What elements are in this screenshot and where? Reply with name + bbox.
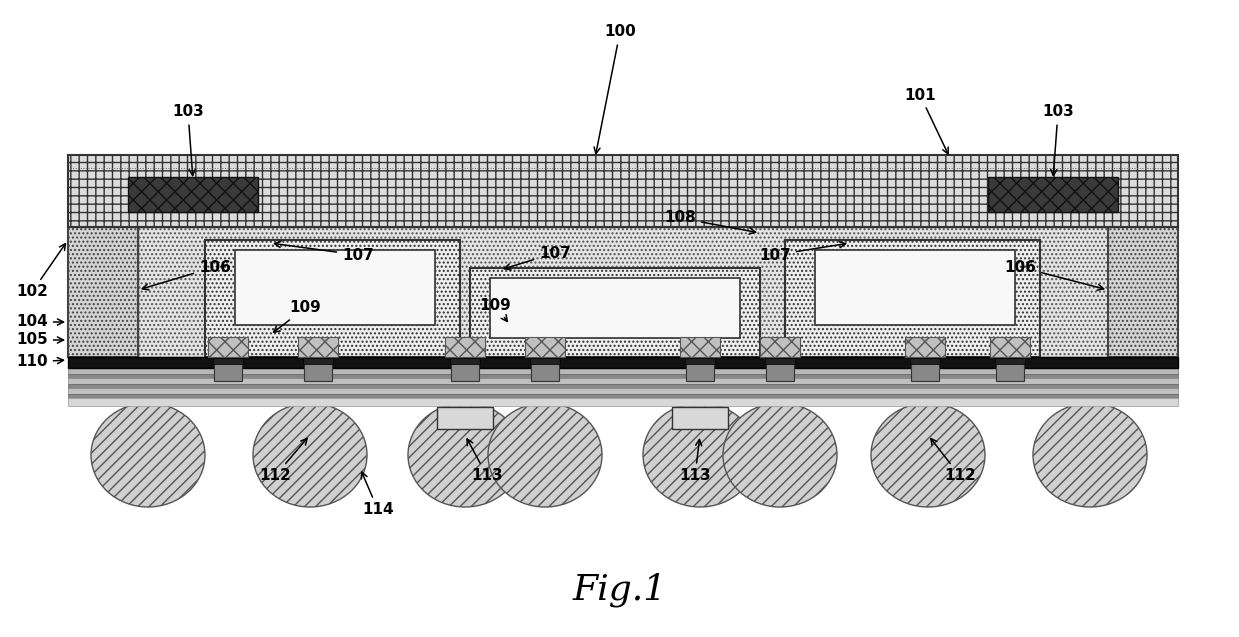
Text: 101: 101 <box>904 87 948 154</box>
Bar <box>68 357 1178 368</box>
Text: 112: 112 <box>259 438 307 483</box>
Bar <box>204 240 460 357</box>
Bar <box>760 337 800 357</box>
Ellipse shape <box>408 403 522 507</box>
Text: 100: 100 <box>593 24 636 154</box>
Ellipse shape <box>724 403 838 507</box>
Bar <box>138 227 1108 357</box>
Text: 104: 104 <box>16 315 63 329</box>
Text: Fig.1: Fig.1 <box>572 573 667 607</box>
Bar <box>996 363 1023 381</box>
Bar <box>213 358 243 364</box>
Bar <box>766 363 794 381</box>
Bar <box>208 337 248 357</box>
Bar <box>995 358 1025 364</box>
Bar <box>489 278 740 338</box>
Text: 110: 110 <box>16 355 63 369</box>
Bar <box>445 337 484 357</box>
Text: 107: 107 <box>504 245 571 270</box>
Bar <box>68 378 1178 384</box>
Text: 113: 113 <box>467 439 503 483</box>
Bar <box>299 337 338 357</box>
Bar <box>1108 227 1178 357</box>
Bar <box>68 384 1178 388</box>
Text: 103: 103 <box>1042 104 1074 176</box>
Bar <box>909 358 940 364</box>
Bar <box>451 363 479 381</box>
Bar <box>235 250 435 325</box>
Bar <box>764 358 795 364</box>
Text: 108: 108 <box>664 210 756 234</box>
Bar <box>68 374 1178 378</box>
Bar <box>815 250 1015 325</box>
Bar <box>470 268 760 357</box>
Bar <box>686 363 714 381</box>
Bar <box>987 177 1118 212</box>
Bar <box>911 363 939 381</box>
Bar <box>450 358 479 364</box>
Ellipse shape <box>643 403 757 507</box>
Bar <box>904 337 945 357</box>
Text: 114: 114 <box>362 472 394 517</box>
Text: 109: 109 <box>479 297 510 322</box>
Bar <box>68 394 1178 398</box>
Text: 106: 106 <box>1004 259 1104 290</box>
Ellipse shape <box>90 403 204 507</box>
Bar <box>786 240 1040 357</box>
Text: 106: 106 <box>142 259 230 290</box>
Ellipse shape <box>1033 403 1147 507</box>
Bar <box>128 177 258 212</box>
Text: 102: 102 <box>16 244 66 299</box>
Bar <box>68 388 1178 394</box>
Text: 109: 109 <box>274 301 321 333</box>
Bar <box>990 337 1030 357</box>
Bar <box>304 358 333 364</box>
Bar <box>68 155 1178 227</box>
Bar <box>214 363 242 381</box>
Text: 107: 107 <box>760 241 845 262</box>
Bar <box>304 363 332 381</box>
Text: 113: 113 <box>679 440 711 483</box>
Bar <box>437 407 493 429</box>
Ellipse shape <box>488 403 602 507</box>
Bar <box>68 368 1178 374</box>
Bar <box>68 227 138 357</box>
Bar <box>685 358 715 364</box>
Bar <box>525 337 565 357</box>
Text: 105: 105 <box>16 333 63 348</box>
Text: 112: 112 <box>930 438 976 483</box>
Bar <box>530 358 560 364</box>
Bar <box>672 407 729 429</box>
Ellipse shape <box>253 403 367 507</box>
Bar <box>680 337 720 357</box>
Bar <box>532 363 559 381</box>
Text: 103: 103 <box>172 104 204 176</box>
Bar <box>68 398 1178 406</box>
Ellipse shape <box>871 403 985 507</box>
Text: 107: 107 <box>275 241 374 262</box>
